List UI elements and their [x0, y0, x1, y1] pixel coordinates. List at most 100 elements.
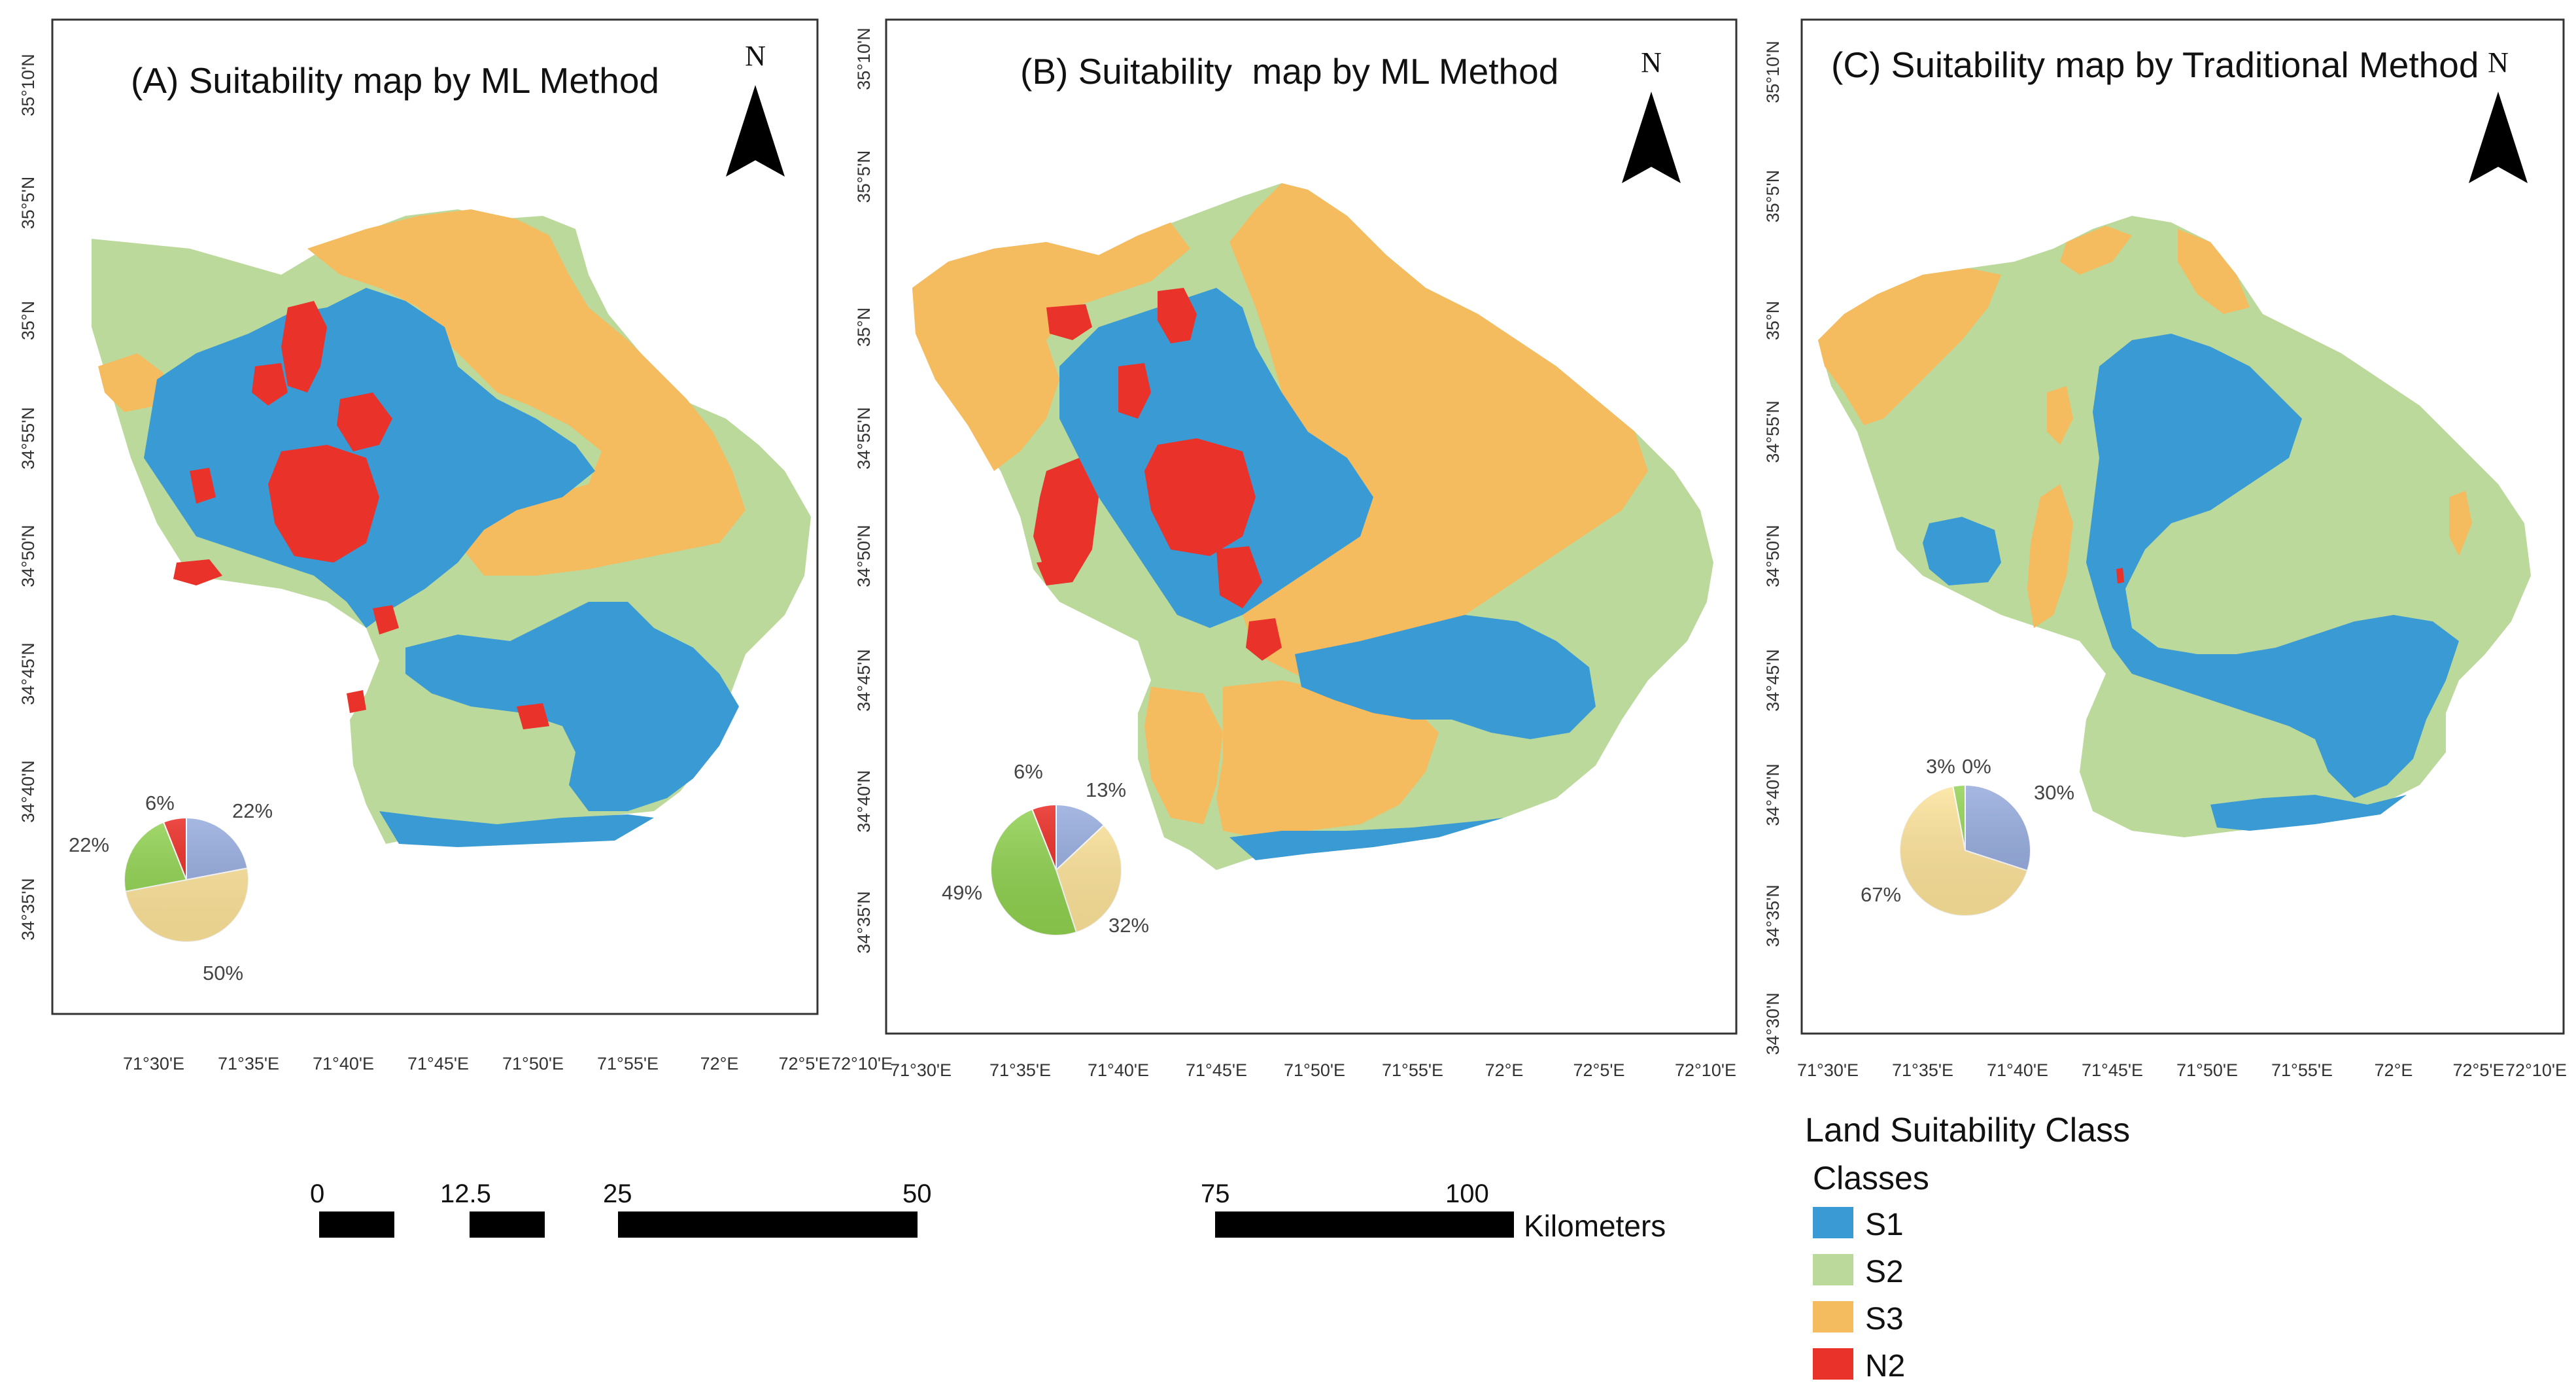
n2-patch: [2116, 568, 2124, 584]
scale-tick-label: 25: [603, 1179, 632, 1208]
s3-zone-north: [2060, 226, 2132, 275]
north-arrow-shape: [726, 85, 785, 177]
scale-tick-label: 0: [310, 1179, 324, 1208]
lon-label: 71°45'E: [407, 1054, 469, 1073]
s3-patch-west: [98, 353, 163, 412]
pie-label-n2: 6%: [145, 792, 175, 814]
scale-tick-label: 100: [1445, 1179, 1489, 1208]
lon-label: 71°50'E: [502, 1054, 564, 1073]
lat-label: 35°5'N: [1763, 170, 1783, 223]
panel-c-lat-axis: 35°10'N 35°5'N 35°N 34°55'N 34°50'N 34°4…: [1763, 41, 1783, 1055]
lon-label: 71°40'E: [1088, 1060, 1149, 1080]
s3-zone-northwest: [1818, 268, 2001, 425]
n2-patch-west: [190, 468, 216, 504]
lon-label: 71°30'E: [123, 1054, 184, 1073]
scale-unit: Kilometers: [1524, 1209, 1666, 1243]
s1-zone-southeast: [405, 602, 739, 811]
s3-strip-east: [2449, 491, 2472, 556]
lat-label: 34°55'N: [854, 407, 874, 470]
legend-item-s2: S2: [1813, 1254, 1904, 1289]
lon-label: 71°30'E: [1797, 1060, 1859, 1080]
pie-label-s1: 22%: [232, 799, 273, 822]
panel-a-title: (A) Suitability map by ML Method: [131, 60, 659, 101]
legend-label: S1: [1865, 1208, 1904, 1242]
legend-item-n2: N2: [1813, 1348, 1905, 1384]
n2-patch-southmost: [1246, 618, 1282, 661]
lon-label: 71°45'E: [1186, 1060, 1247, 1080]
n2-patch-east: [337, 392, 392, 451]
panel-c-pie: [1899, 784, 2031, 916]
lat-label: 35°5'N: [18, 177, 38, 230]
north-arrow-icon: N: [2469, 46, 2528, 183]
scale-tick-label: 12.5: [440, 1179, 491, 1208]
n2-patch-northeast: [1158, 288, 1197, 343]
lon-label: 72°E: [2375, 1060, 2413, 1080]
lon-label: 72°5'E: [778, 1054, 830, 1073]
panel-b-title: (B) Suitability map by ML Method: [1020, 51, 1558, 92]
legend-item-s1: S1: [1813, 1207, 1904, 1242]
n2-patch-south: [373, 605, 399, 635]
lat-label: 34°40'N: [854, 770, 874, 833]
scale-segment: [618, 1211, 918, 1238]
s1-patch-west: [1923, 517, 2001, 585]
scale-segment: [319, 1211, 394, 1238]
panel-a-map: [92, 209, 811, 847]
lat-label: 34°35'N: [854, 891, 874, 954]
panel-b-lat-axis: 35°10'N 35°5'N 35°N 34°55'N 34°50'N 34°4…: [854, 27, 874, 954]
lat-label: 34°45'N: [18, 642, 38, 705]
n2-patch-north: [281, 301, 327, 392]
scale-segment: [1215, 1211, 1514, 1238]
north-arrow-shape: [1622, 92, 1681, 183]
lat-label: 34°35'N: [18, 878, 38, 941]
s3-zone-east: [1229, 183, 1648, 680]
s1-band-south: [379, 811, 654, 847]
pie-label-n2: 6%: [1014, 760, 1043, 783]
lon-label: 72°10'E: [1675, 1060, 1736, 1080]
lon-label: 71°55'E: [1382, 1060, 1443, 1080]
legend-label: S2: [1865, 1255, 1904, 1289]
lat-label: 35°N: [18, 301, 38, 340]
lat-label: 34°50'N: [854, 525, 874, 587]
pie-label-s2: 22%: [69, 833, 109, 856]
n2-patch-west: [1033, 458, 1099, 582]
lon-label: 71°45'E: [2082, 1060, 2143, 1080]
lat-label: 35°10'N: [18, 54, 38, 116]
pie-label-s1: 30%: [2034, 781, 2074, 804]
pie-shading: [1900, 785, 2031, 916]
pie-label-s2: 3%: [1926, 755, 1955, 778]
s3-strip-central: [2027, 484, 2073, 628]
lat-label: 35°N: [1763, 301, 1783, 340]
lon-label: 72°5'E: [2452, 1060, 2504, 1080]
legend-swatch: [1813, 1348, 1853, 1380]
pie-shading: [991, 805, 1122, 935]
pie-label-s3: 32%: [1108, 914, 1149, 937]
panel-c-lon-axis: 71°30'E 71°35'E 71°40'E 71°45'E 71°50'E …: [1797, 1060, 2567, 1080]
legend-label: N2: [1865, 1349, 1905, 1384]
lat-label: 35°N: [854, 307, 874, 347]
scale-segment: [470, 1211, 545, 1238]
s3-zone-southwest: [1144, 687, 1223, 824]
n2-patch-central: [268, 445, 379, 563]
pie-label-s3: 50%: [203, 962, 243, 985]
pie-label-s1: 13%: [1086, 778, 1126, 801]
lon-label: 72°10'E: [2505, 1060, 2567, 1080]
lon-label: 72°5'E: [1573, 1060, 1624, 1080]
lat-label: 34°40'N: [18, 760, 38, 823]
lon-label: 71°55'E: [2271, 1060, 2333, 1080]
north-label: N: [2488, 46, 2509, 78]
north-label: N: [1641, 46, 1662, 78]
n2-patch-northwest: [252, 363, 288, 406]
panel-c-title: (C) Suitability map by Traditional Metho…: [1831, 44, 2479, 85]
lon-label: 71°30'E: [890, 1060, 952, 1080]
pie-label-s3: 67%: [1861, 883, 1901, 906]
lat-label: 35°10'N: [1763, 41, 1783, 103]
s3-zone-south: [1216, 680, 1439, 837]
s3-zone-north: [912, 222, 1190, 471]
lon-label: 71°40'E: [1987, 1060, 2048, 1080]
scale-bar: 0 12.5 25 50 75 100 Kilometers: [310, 1179, 1666, 1243]
lon-label: 72°E: [700, 1054, 739, 1073]
legend-item-s3: S3: [1813, 1301, 1904, 1336]
panel-a-lat-axis: 35°10'N 35°5'N 35°N 34°55'N 34°50'N 34°4…: [18, 54, 38, 941]
panel-b: 35°10'N 35°5'N 35°N 34°55'N 34°50'N 34°4…: [854, 18, 1738, 1080]
lat-label: 34°50'N: [1763, 525, 1783, 587]
